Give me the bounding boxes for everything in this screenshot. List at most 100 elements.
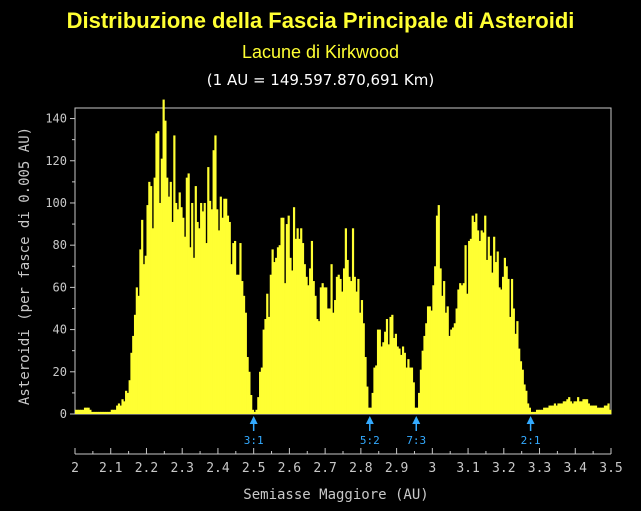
histogram-bar (271, 249, 274, 414)
histogram-bar (491, 272, 494, 414)
x-tick-label: 3 (428, 461, 436, 476)
histogram-bar (146, 205, 149, 414)
histogram-bar (160, 158, 163, 414)
histogram-bar (203, 202, 206, 414)
histogram-bar (584, 399, 587, 414)
histogram-bar (502, 276, 505, 414)
resonance-label: 5:2 (360, 434, 380, 447)
x-tick-label: 2.3 (170, 461, 193, 476)
histogram-bar (173, 135, 176, 414)
histogram-bar (346, 259, 349, 414)
histogram-bar (441, 295, 444, 414)
histogram-bar (521, 369, 524, 414)
histogram-bar (150, 186, 153, 414)
resonance-label: 3:1 (244, 434, 264, 447)
histogram-bar (580, 401, 583, 414)
histogram-bar (539, 409, 542, 414)
histogram-bar (335, 276, 339, 414)
y-tick-label: 140 (45, 112, 67, 126)
histogram-bar (548, 405, 551, 414)
histogram-bar (278, 245, 281, 414)
histogram-bar (505, 266, 508, 414)
histogram-bar (598, 407, 601, 414)
histogram-bar (251, 409, 255, 414)
histogram-bar (248, 371, 251, 414)
histogram-bar (609, 409, 612, 414)
histogram-bar (373, 367, 376, 414)
histogram-bar (391, 314, 394, 414)
histogram-bar (301, 243, 305, 414)
histogram-bar (498, 287, 501, 414)
histogram-bar (266, 293, 269, 414)
histogram-bar (276, 247, 280, 414)
histogram-bar (246, 357, 249, 414)
y-axis-label: Asteroidi (per fasce di 0.005 AU) (17, 127, 33, 405)
histogram-bar (362, 323, 365, 414)
histogram-bar (394, 333, 397, 414)
histogram-bar (217, 230, 221, 414)
histogram-bar (323, 287, 326, 414)
histogram-bar (112, 409, 115, 414)
histogram-bar (123, 401, 126, 414)
histogram-bar (577, 397, 580, 414)
histogram-bar (326, 308, 330, 414)
histogram-bar (478, 240, 481, 414)
histogram-bar (350, 281, 353, 414)
histogram-bar (446, 306, 449, 414)
histogram-bar (242, 295, 246, 414)
histogram-bar (459, 283, 462, 414)
chart-subtitle: Lacune di Kirkwood (241, 42, 400, 62)
histogram-bar (444, 312, 448, 414)
histogram-bar (393, 338, 396, 414)
histogram-bar (219, 196, 222, 414)
y-tick-label: 40 (53, 323, 67, 337)
histogram-bar (546, 407, 549, 414)
histogram-bar (239, 243, 242, 414)
histogram-bar (282, 217, 285, 414)
histogram-bar (480, 230, 483, 414)
histogram-bar (289, 257, 292, 414)
histogram-bar (216, 209, 219, 414)
histogram-bar (187, 173, 190, 414)
histogram-bar (477, 230, 480, 414)
x-axis: 2 2.1 2.2 2.3 2.4 2.5 2.6 2.7 2.8 2.9 3 3.1 3.2 3.3 3.… (71, 448, 623, 476)
x-tick-label: 2.9 (385, 461, 408, 476)
histogram-bar (555, 405, 558, 414)
histogram-bar (471, 215, 474, 414)
histogram-bars (75, 99, 612, 414)
histogram-bar (328, 308, 331, 414)
histogram-bar (250, 395, 253, 414)
histogram-bar (200, 202, 203, 414)
histogram-bar (527, 403, 530, 414)
histogram-bar (223, 198, 226, 414)
histogram-bar (82, 409, 85, 414)
histogram-bar (600, 407, 603, 414)
histogram-bar (443, 281, 446, 414)
histogram-bar (455, 308, 458, 414)
histogram-bar (410, 367, 414, 414)
histogram-bar (353, 276, 356, 414)
histogram-bar (307, 285, 310, 414)
histogram-bar (141, 219, 144, 414)
histogram-bar (496, 251, 499, 414)
y-tick-label: 80 (53, 238, 67, 252)
histogram-bar (376, 329, 380, 414)
histogram-bar (280, 217, 283, 414)
histogram-bar (473, 221, 476, 414)
histogram-bar (284, 283, 287, 414)
histogram-bar (316, 319, 319, 414)
x-tick-label: 2.8 (349, 461, 372, 476)
histogram-bar (334, 300, 337, 414)
resonance-arrow-icon (249, 416, 258, 424)
histogram-bar (178, 192, 181, 414)
histogram-bar (87, 407, 90, 414)
histogram-bar (94, 411, 97, 414)
histogram-bar (319, 287, 322, 414)
histogram-bar (260, 367, 263, 414)
histogram-bar (116, 405, 119, 414)
histogram-bar (439, 268, 442, 414)
histogram-bar (378, 329, 381, 414)
histogram-bar (534, 411, 537, 414)
histogram-bar (135, 287, 138, 414)
histogram-bar (593, 405, 596, 414)
